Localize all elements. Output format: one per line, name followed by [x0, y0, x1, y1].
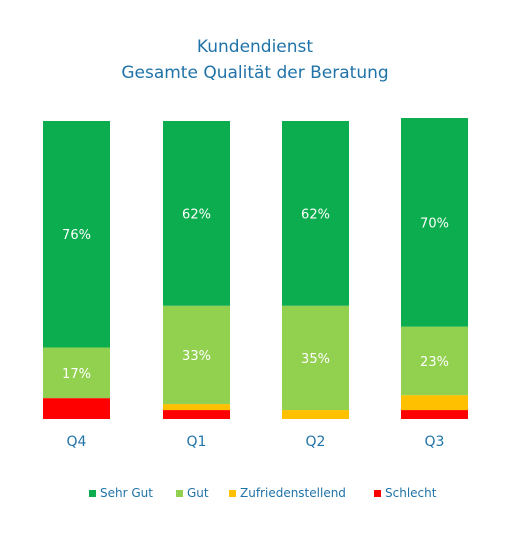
category-label-q1: Q1	[187, 434, 207, 450]
bar-sehr-gut-q3	[401, 118, 468, 327]
data-label-q3-1: 23%	[420, 355, 449, 370]
legend-swatch-schlecht	[374, 490, 381, 497]
bar-gut-q3	[401, 326, 468, 396]
bar-schlecht-q3	[401, 410, 468, 419]
bar-zufriedenstellend-q2	[282, 410, 349, 419]
data-label-q2-1: 35%	[301, 352, 330, 367]
bar-sehr-gut-q4	[43, 121, 110, 348]
data-label-q1-0: 62%	[182, 207, 211, 222]
data-labels-layer: 17% 76% 33% 62% 35% 62% 23% 70%	[62, 207, 449, 381]
bar-zufriedenstellend-q3	[401, 395, 468, 411]
legend-swatch-gut	[176, 490, 183, 497]
bar-gut-q4	[43, 347, 110, 399]
chart-subtitle: Gesamte Qualität der Beratung	[121, 63, 388, 83]
legend: Sehr Gut Gut Zufriedenstellend Schlecht	[89, 486, 437, 500]
bar-sehr-gut-q1	[163, 121, 230, 306]
data-label-q4-0: 76%	[62, 228, 91, 243]
category-label-q3: Q3	[425, 434, 445, 450]
category-label-q2: Q2	[306, 434, 326, 450]
bar-sehr-gut-q2	[282, 121, 349, 306]
data-label-q4-1: 17%	[62, 367, 91, 382]
bar-zufriedenstellend-q1	[163, 404, 230, 411]
legend-label-sehr-gut: Sehr Gut	[100, 486, 153, 500]
bar-gut-q1	[163, 305, 230, 405]
bar-schlecht-q4	[43, 398, 110, 419]
data-label-q2-0: 62%	[301, 207, 330, 222]
legend-label-zufriedenstellend: Zufriedenstellend	[240, 486, 346, 500]
chart-title: Kundendienst	[197, 37, 313, 57]
data-label-q1-1: 33%	[182, 349, 211, 364]
bars-layer	[43, 118, 468, 419]
legend-swatch-zufriedenstellend	[229, 490, 236, 497]
bar-gut-q2	[282, 305, 349, 411]
legend-swatch-sehr-gut	[89, 490, 96, 497]
data-label-q3-0: 70%	[420, 216, 449, 231]
legend-label-schlecht: Schlecht	[385, 486, 437, 500]
bar-schlecht-q1	[163, 410, 230, 419]
legend-label-gut: Gut	[187, 486, 209, 500]
category-label-q4: Q4	[67, 434, 87, 450]
category-axis: Q4 Q1 Q2 Q3	[67, 434, 445, 450]
